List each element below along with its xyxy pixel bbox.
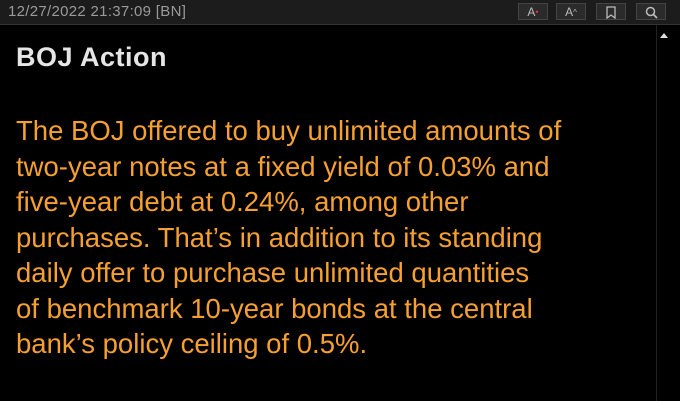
button-label: A [527, 5, 536, 19]
font-decrease-button[interactable]: A• [518, 3, 548, 20]
button-label: A [565, 5, 574, 19]
body-line: five-year debt at 0.24%, among other [16, 186, 469, 217]
search-button[interactable] [636, 3, 666, 20]
body-line: of benchmark 10-year bonds at the centra… [16, 292, 533, 324]
scrollbar[interactable] [656, 25, 671, 401]
indicator: ^ [573, 8, 577, 17]
timestamp: 12/27/2022 21:37:09 [BN] [8, 3, 187, 20]
body-line: daily offer to purchase unlimited quanti… [16, 257, 530, 288]
body-line: two-year notes at a fixed yield of 0.03%… [16, 150, 550, 182]
toolbar: 12/27/2022 21:37:09 [BN] A• A^ [0, 0, 680, 25]
font-increase-button[interactable]: A^ [556, 3, 586, 20]
indicator: • [535, 7, 539, 17]
scroll-up-arrow[interactable] [657, 25, 671, 45]
headline: BOJ Action [16, 42, 168, 72]
bookmark-button[interactable] [596, 3, 626, 20]
article-body: The BOJ offered to buy unlimited amounts… [16, 113, 656, 362]
search-icon [645, 6, 658, 19]
body-line: purchases. That’s in addition to its sta… [16, 221, 543, 253]
body-line: bank’s policy ceiling of 0.5%. [16, 328, 368, 359]
bookmark-icon [606, 6, 616, 20]
body-line: The BOJ offered to buy unlimited amounts… [16, 115, 562, 146]
